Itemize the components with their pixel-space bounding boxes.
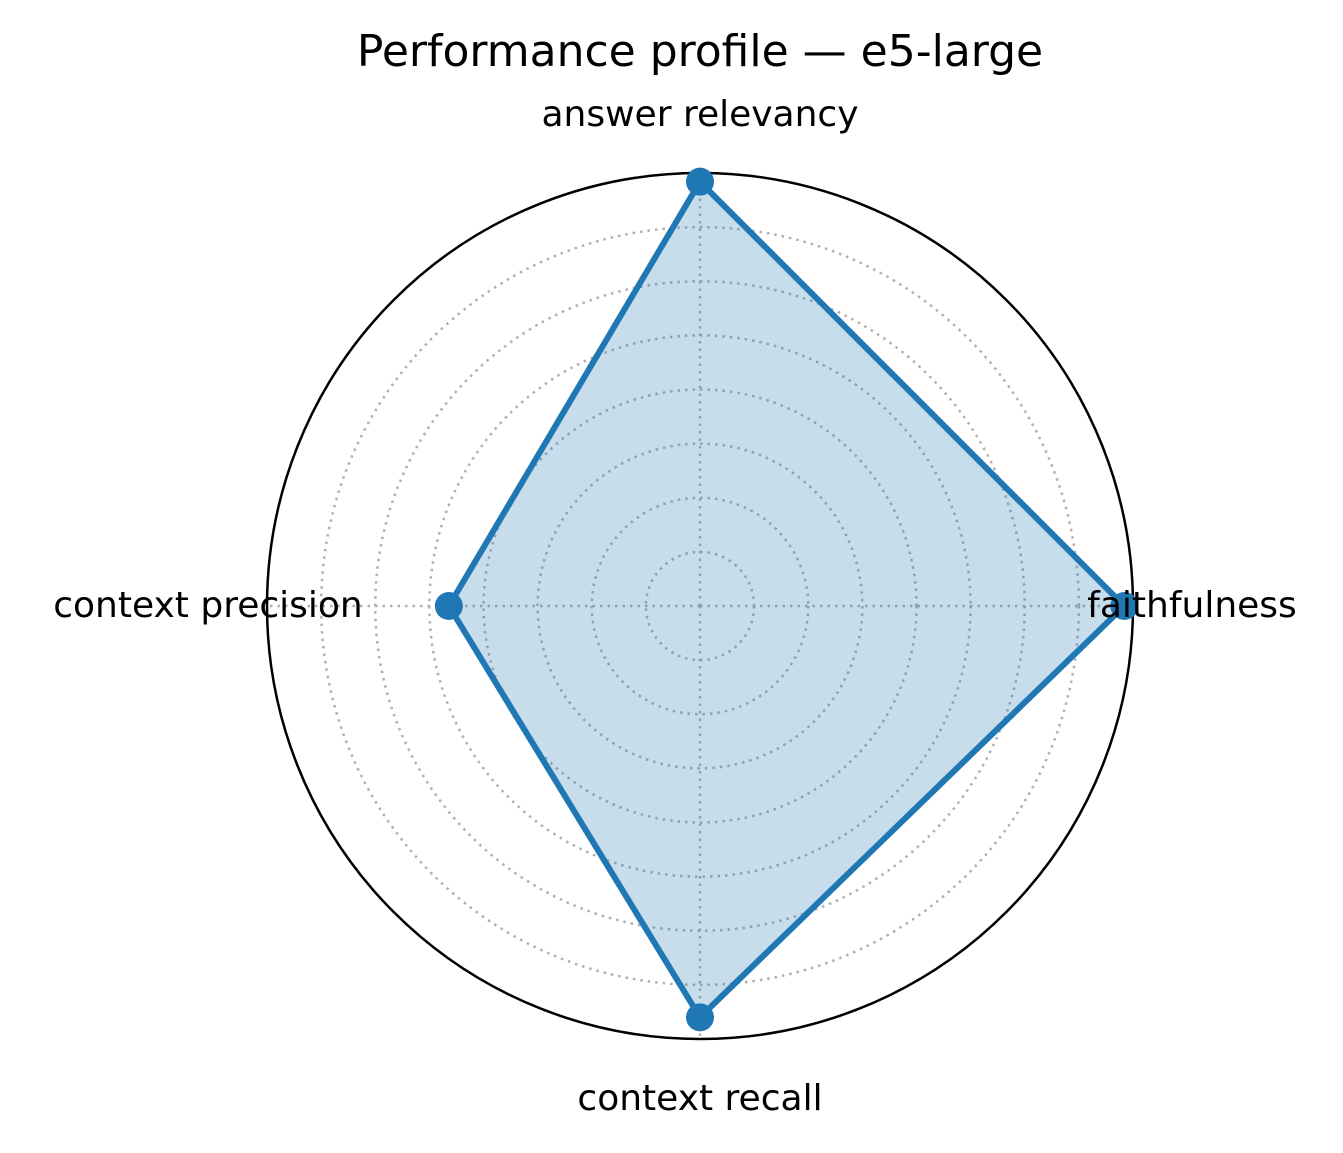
grid-circle-3: [536, 442, 864, 770]
data-point-answer-relevancy: [686, 167, 714, 196]
data-point-context-precision: [434, 592, 463, 620]
axis-label-answer-relevancy: answer relevancy: [541, 94, 858, 135]
axis-label-layer: faithfulness answer relevancy context prec…: [53, 94, 1297, 1119]
axis-label-faithfulness: faithfulness: [1087, 585, 1297, 626]
chart-title: Performance profile — e5-large: [357, 26, 1043, 77]
axis-label-context-recall: context recall: [577, 1078, 822, 1119]
grid-circle-4: [482, 388, 918, 824]
grid-circle-7: [319, 225, 1081, 987]
series-area-fill: [448, 181, 1125, 1018]
series-layer: [434, 167, 1139, 1032]
axis-label-context-precision: context precision: [53, 585, 363, 626]
data-point-faithfulness: [1110, 592, 1139, 620]
data-point-context-recall: [686, 1003, 714, 1032]
grid-circle-2: [590, 496, 810, 716]
